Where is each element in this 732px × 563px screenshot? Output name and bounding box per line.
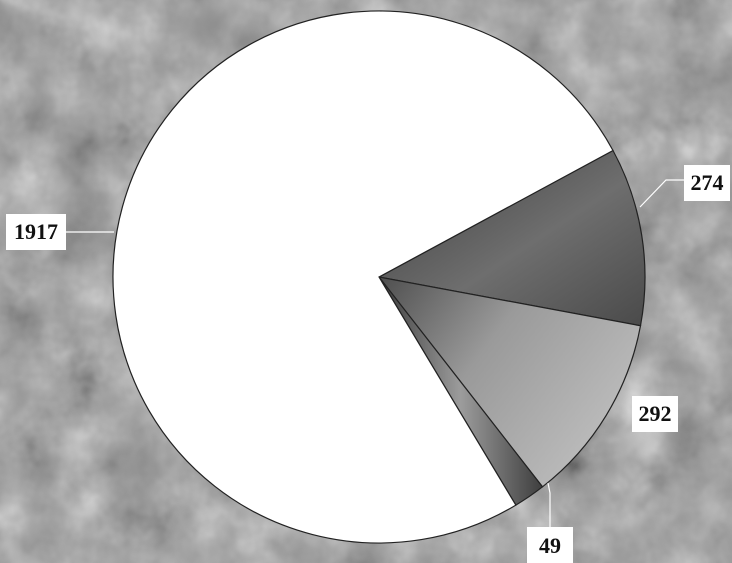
data-label-292: 292: [639, 401, 672, 426]
slice-1917: [112, 10, 614, 544]
slice-292: [377, 276, 642, 488]
data-label-box-1917: [6, 214, 66, 250]
data-label-274: 274: [691, 170, 724, 195]
data-labels: 274 292 49 1917: [6, 165, 730, 563]
slice-274: [377, 149, 646, 327]
data-label-1917: 1917: [14, 219, 58, 244]
leader-line-274: [639, 179, 684, 208]
pie-slices: [112, 10, 646, 544]
data-label-49: 49: [539, 533, 561, 558]
leader-lines: [66, 179, 684, 527]
data-label-box-274: [684, 165, 730, 201]
data-label-box-292: [632, 396, 678, 432]
data-label-box-49: [527, 527, 573, 563]
leader-line-49: [547, 482, 551, 527]
